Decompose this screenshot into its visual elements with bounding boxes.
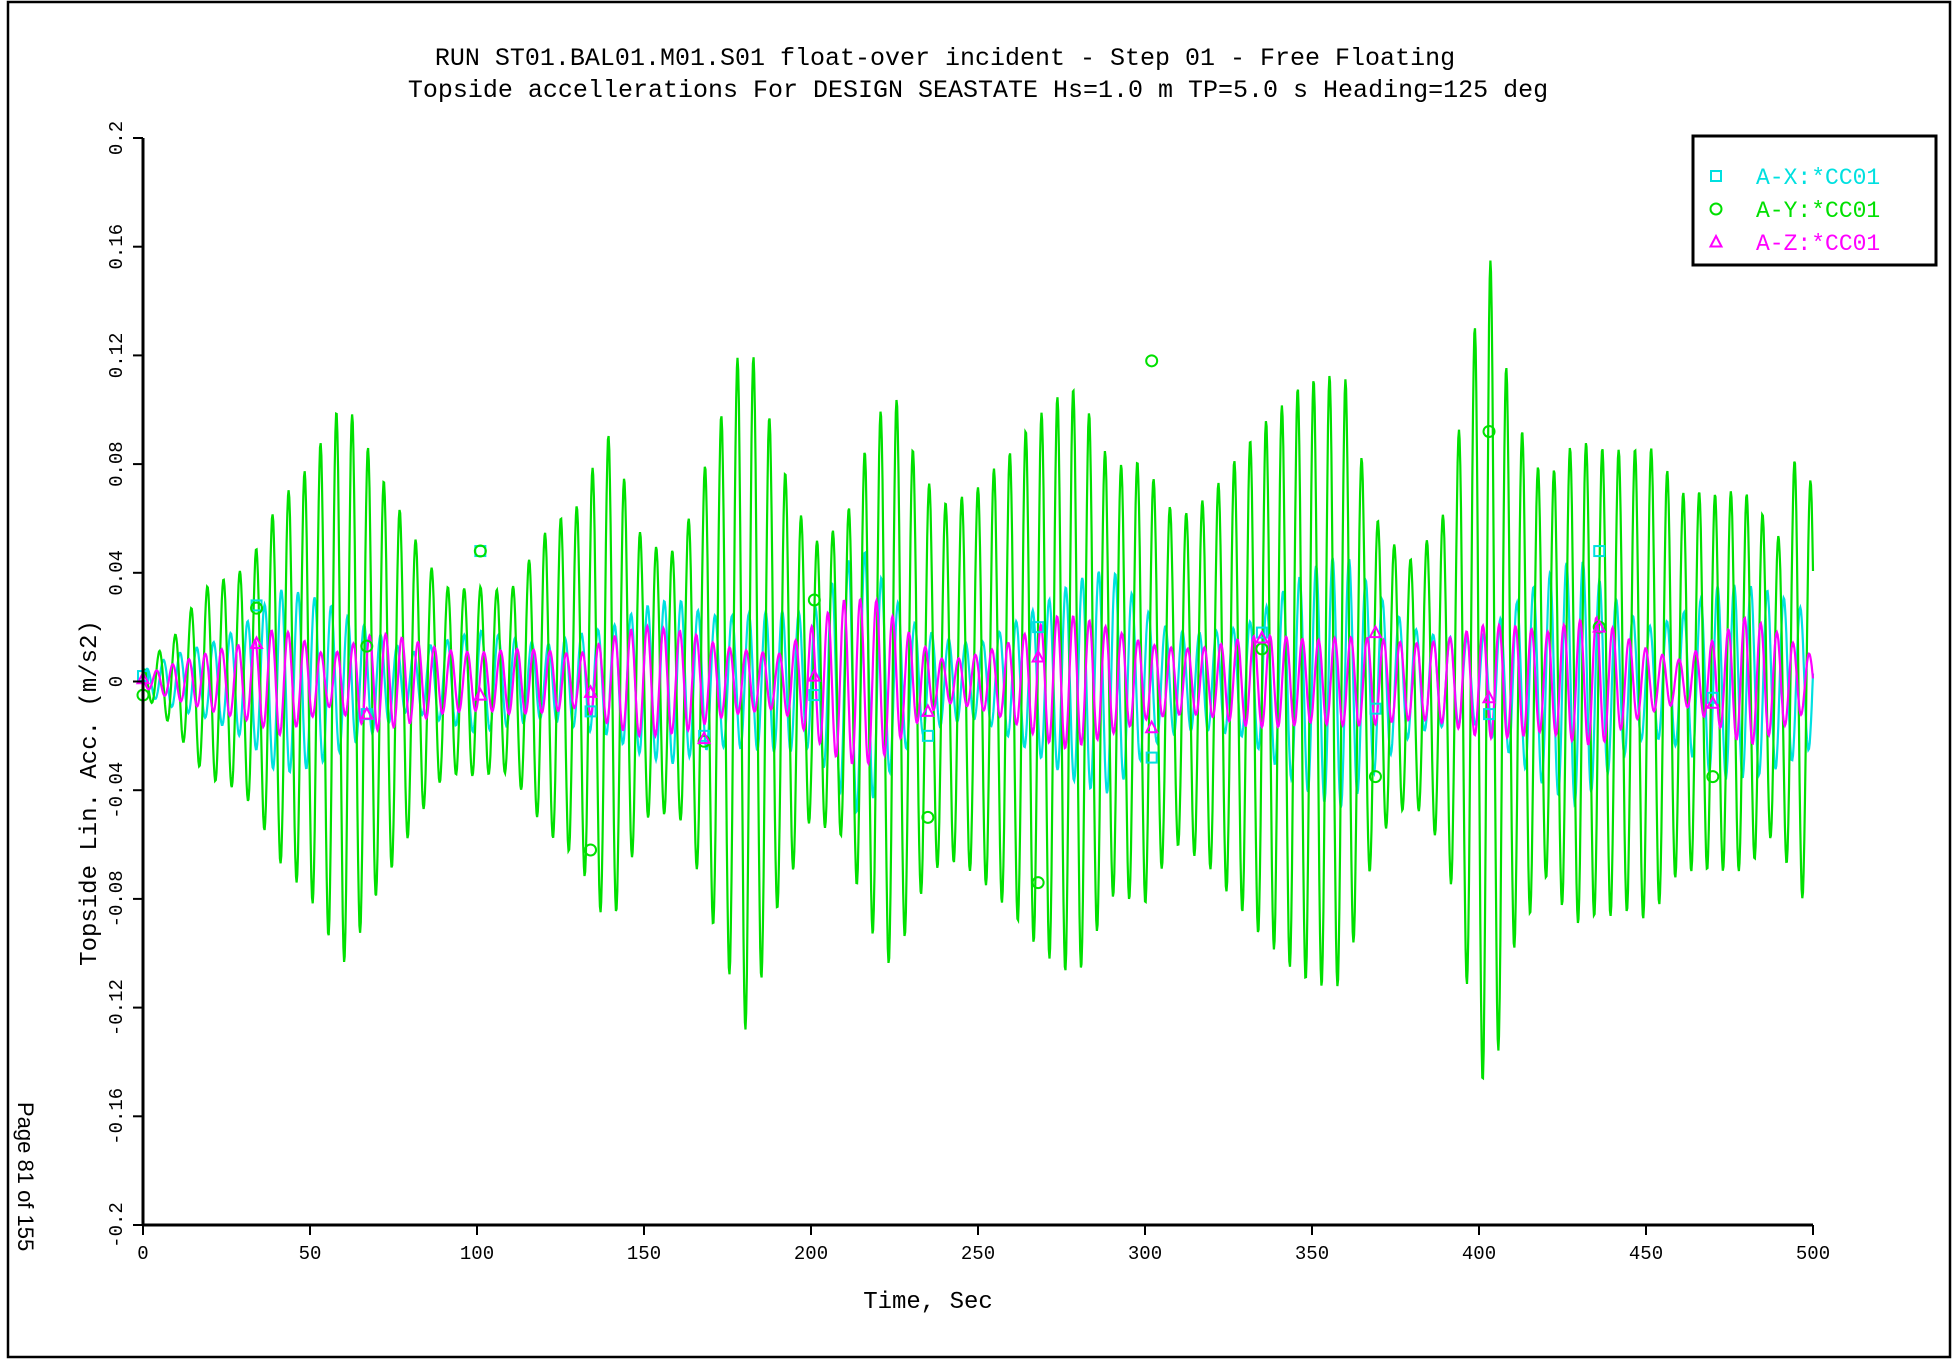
data-point-square: [1032, 621, 1045, 634]
data-point-circle: [1031, 876, 1045, 890]
y-tick-label: -0.16: [106, 1088, 128, 1145]
data-point-circle: [473, 544, 487, 558]
x-axis-label: Time, Sec: [863, 1289, 993, 1316]
data-point-circle: [250, 601, 264, 615]
legend-symbol-circle: [1709, 202, 1723, 216]
data-point-square: [1255, 626, 1268, 639]
data-point-triangle: [473, 686, 488, 701]
legend-label: A-Y:*CC01: [1756, 198, 1880, 224]
plot-area: 0 50 100 150 200 250 300 350 400 450 500 -0.2 -0.16…: [106, 121, 1830, 1265]
data-point-triangle: [696, 730, 712, 745]
data-point-square: [1145, 751, 1158, 764]
data-point-square: [1593, 545, 1606, 558]
data-point-triangle: [1705, 695, 1720, 709]
data-point-square: [1483, 708, 1496, 721]
data-point-circle: [1482, 424, 1496, 438]
x-tick-label: 300: [1128, 1243, 1162, 1265]
data-point-circle: [584, 843, 598, 857]
data-point-square: [1369, 702, 1382, 715]
data-point-triangle: [1144, 719, 1159, 734]
x-tick-label: 0: [137, 1243, 148, 1265]
legend-items: A-X:*CC01 A-Y:*CC01 A-Z:*CC01: [1708, 165, 1880, 257]
data-point-triangle: [359, 705, 374, 720]
legend-symbol-triangle: [1708, 233, 1724, 248]
data-point-square: [808, 689, 821, 702]
y-tick-label: 0.12: [106, 333, 128, 379]
x-tick-label: 400: [1462, 1243, 1496, 1265]
legend-label: A-Z:*CC01: [1756, 231, 1880, 257]
y-tick-label: 0: [106, 676, 128, 687]
legend-box: [1691, 134, 1938, 267]
series-line-triangle: [142, 596, 1815, 767]
data-point-triangle: [249, 635, 264, 649]
page-number-note: Page 81 of 155: [13, 1102, 38, 1251]
data-point-circle: [1706, 770, 1720, 784]
y-axis-label: Topside Lin. Acc. (m/s2): [77, 620, 104, 966]
data-point-square: [584, 705, 597, 718]
x-tick-label: 200: [794, 1243, 828, 1265]
y-tick-label: 0.08: [106, 441, 128, 487]
data-point-triangle: [1030, 648, 1046, 663]
y-tick-label: 0.16: [106, 224, 128, 270]
data-point-circle: [1368, 770, 1382, 784]
data-point-triangle: [920, 703, 936, 717]
legend-symbol-square: [1710, 170, 1722, 182]
y-tick-label: -0.04: [106, 762, 128, 819]
data-point-square: [1706, 691, 1719, 704]
x-ticks: 0 50 100 150 200 250 300 350 400 450 500: [137, 1225, 1830, 1265]
x-tick-label: 350: [1295, 1243, 1329, 1265]
legend: A-X:*CC01 A-Y:*CC01 A-Z:*CC01: [1691, 134, 1938, 267]
data-point-triangle: [1254, 629, 1270, 644]
chart-title: RUN ST01.BAL01.M01.S01 float-over incide…: [435, 44, 1455, 73]
data-point-circle: [921, 810, 935, 824]
series-line-circle: [142, 260, 1815, 1081]
page-border: [6, 0, 1952, 1359]
x-tick-label: 250: [961, 1243, 995, 1265]
data-point-triangle: [1481, 689, 1497, 704]
y-tick-label: 0.2: [106, 121, 128, 155]
chart-subtitle: Topside accellerations For DESIGN SEASTA…: [408, 76, 1548, 105]
data-point-circle: [1145, 354, 1159, 368]
x-tick-label: 50: [299, 1243, 322, 1265]
x-tick-label: 500: [1796, 1243, 1830, 1265]
data-point-triangle: [1592, 618, 1607, 633]
data-point-triangle: [583, 684, 598, 698]
x-tick-label: 100: [460, 1243, 494, 1265]
y-ticks: -0.2 -0.16 -0.12 -0.08 -0.04 0 0.04 0.08 0.12 0.1…: [106, 121, 143, 1248]
legend-label: A-X:*CC01: [1756, 165, 1880, 191]
series-layer: [141, 260, 1815, 1081]
data-point-triangle: [807, 667, 822, 682]
y-tick-label: -0.08: [106, 870, 128, 927]
y-tick-label: 0.04: [106, 550, 128, 596]
y-tick-label: -0.12: [106, 979, 128, 1036]
data-point-triangle: [1368, 624, 1383, 639]
data-point-circle: [807, 593, 821, 607]
data-point-circle: [360, 639, 374, 653]
y-tick-label: -0.2: [106, 1202, 128, 1248]
data-point-square: [921, 729, 934, 742]
x-tick-label: 150: [627, 1243, 661, 1265]
x-tick-label: 450: [1629, 1243, 1663, 1265]
